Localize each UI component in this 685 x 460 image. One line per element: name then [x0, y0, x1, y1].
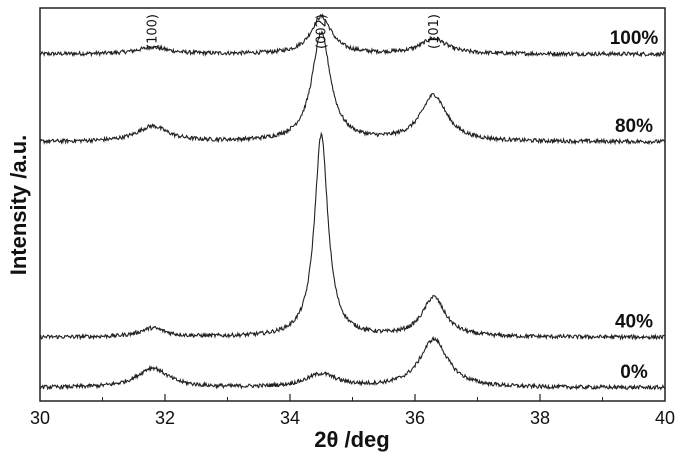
series-line-100pct	[39, 12, 666, 58]
x-tick-label: 40	[655, 408, 675, 428]
x-tick-label: 34	[280, 408, 300, 428]
series-line-80pct	[39, 30, 666, 146]
series-traces	[39, 12, 666, 391]
peak-label: (100)	[146, 14, 161, 49]
series-line-40pct	[39, 131, 666, 341]
x-tick-label: 32	[155, 408, 175, 428]
plot-frame	[39, 7, 666, 402]
x-axis-title: 2θ /deg	[314, 427, 389, 452]
x-tick-label: 30	[30, 408, 50, 428]
x-tick-label: 36	[405, 408, 425, 428]
x-ticks: 30 32 34 36 38 40	[30, 394, 675, 428]
peak-labels: (100) (002) (101)	[146, 14, 442, 49]
series-label: 40%	[615, 311, 653, 332]
y-axis-title: Intensity /a.u.	[6, 135, 31, 276]
peak-label: (101)	[427, 14, 442, 49]
series-labels: 100% 80% 40% 0%	[610, 28, 659, 383]
series-label: 100%	[610, 28, 659, 49]
peak-label: (002)	[314, 14, 329, 49]
x-tick-label: 38	[530, 408, 550, 428]
series-line-0pct	[39, 335, 666, 391]
series-label: 0%	[620, 362, 648, 383]
series-label: 80%	[615, 116, 653, 137]
